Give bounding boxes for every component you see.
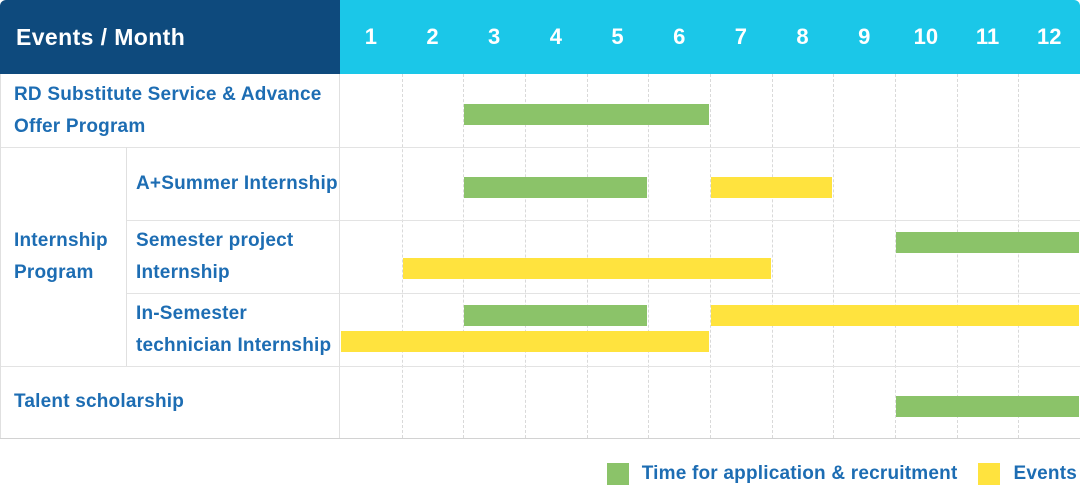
month-header-cell: 4 (549, 24, 562, 49)
row-label-talent-scholarship: Talent scholarship (14, 391, 185, 412)
month-header-cell: 8 (796, 24, 809, 49)
month-gridline (648, 74, 650, 438)
month-gridline (463, 74, 465, 438)
month-header-cell: 3 (488, 24, 501, 49)
bar-events (711, 305, 1079, 326)
row-label-semester-project-internship: Semester project Internship (136, 229, 294, 283)
bar-application-recruitment (464, 104, 709, 125)
legend: Time for application & recruitment Event… (606, 463, 1077, 485)
row-label-a-plus-summer-internship: A+Summer Internship (136, 172, 338, 194)
bar-events (341, 331, 709, 352)
label-chart-divider (339, 74, 340, 438)
legend-swatch-green (606, 463, 629, 485)
bar-application-recruitment (464, 305, 648, 326)
row-label-rd-substitute-service: RD Substitute Service & Advance Offer Pr… (14, 83, 322, 137)
month-header-cell: 1 (364, 24, 377, 49)
month-gridline (401, 74, 403, 438)
month-gridline (833, 74, 835, 438)
month-header-cell: 10 (913, 24, 939, 49)
bar-application-recruitment (896, 232, 1079, 253)
legend-item-application-recruitment: Time for application & recruitment (606, 463, 958, 485)
month-header-cell: 7 (734, 24, 747, 49)
legend-label: Time for application & recruitment (641, 463, 958, 484)
table-left-border (0, 74, 1, 438)
bar-application-recruitment (464, 177, 648, 198)
bar-application-recruitment (896, 396, 1079, 417)
table-header-title: Events / Month (0, 0, 340, 74)
month-gridline (1018, 74, 1020, 438)
month-gridline (771, 74, 773, 438)
bar-events (711, 177, 833, 198)
row-divider (126, 293, 1080, 294)
month-gridline (586, 74, 588, 438)
month-gridline (525, 74, 526, 438)
legend-label: Events (1013, 463, 1077, 484)
month-header-cell: 11 (975, 24, 1000, 49)
month-header-cell: 2 (426, 24, 439, 49)
legend-swatch-yellow (978, 463, 1001, 485)
table-bottom-border (0, 438, 1080, 439)
row-divider (126, 220, 1080, 221)
month-header-cell: 6 (673, 24, 686, 49)
row-label-in-semester-technician-internship: In-Semester technician Internship (136, 302, 332, 356)
month-gridline (895, 74, 896, 438)
gantt-plot-area (340, 74, 1080, 438)
row-divider (0, 147, 1080, 148)
month-gridline (956, 74, 958, 438)
row-group-internship-program: Internship Program (14, 229, 108, 283)
month-gridline (710, 74, 711, 438)
month-header-cell: 5 (611, 24, 624, 49)
bar-events (402, 258, 771, 279)
month-header-cell: 12 (1036, 24, 1062, 49)
month-header-cell: 9 (858, 24, 871, 49)
legend-item-events: Events (978, 463, 1077, 485)
group-column-divider (126, 147, 127, 366)
month-header-row: 1 2 3 4 5 6 7 8 9 10 11 12 (340, 0, 1080, 74)
row-divider (0, 366, 1080, 367)
